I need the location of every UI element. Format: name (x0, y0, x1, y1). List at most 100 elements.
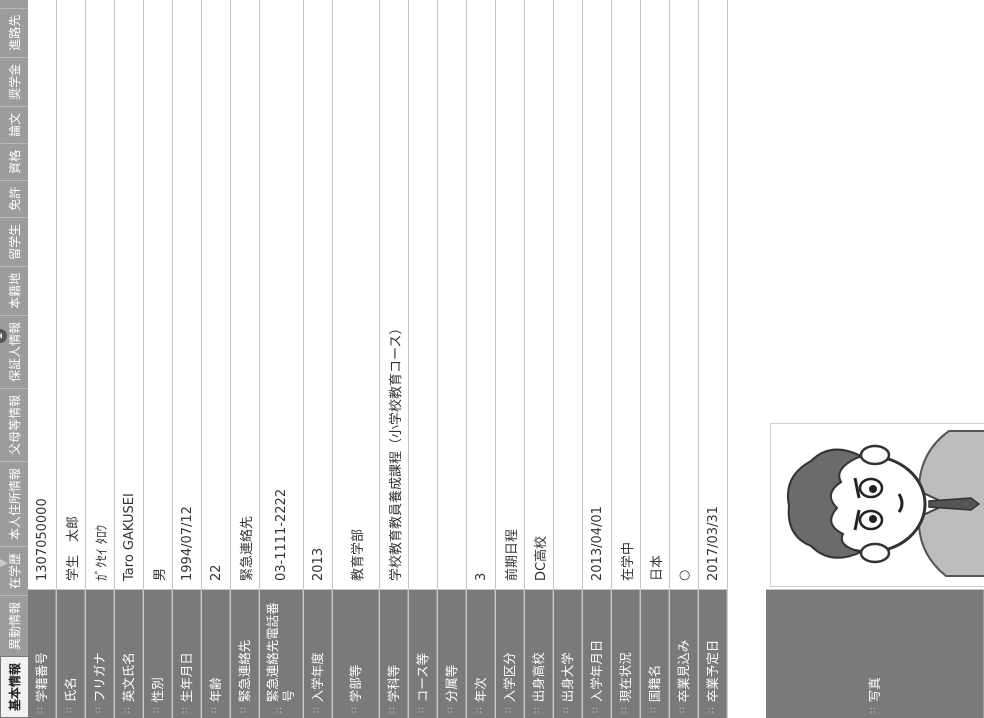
table-row: ∷ 卒業予定日 2017/03/31 (699, 0, 728, 718)
drag-handle-icon[interactable]: ∷ (445, 708, 456, 713)
row-label: ∷ 学科等 (380, 590, 408, 718)
row-value: 教育学部 (333, 0, 379, 590)
drag-handle-icon[interactable]: ∷ (590, 708, 601, 713)
table-row: ∷ 緊急連絡先電話番号 03-1111-2222 (260, 0, 304, 718)
drag-handle-icon[interactable]: ∷ (503, 708, 514, 713)
table-row: ∷ 年次 3 (467, 0, 496, 718)
row-label-text: 出身大学 (559, 652, 575, 703)
row-label-text: 学部等 (347, 664, 363, 703)
table-row: ∷ 国籍名 日本 (641, 0, 670, 718)
row-value: 2017/03/31 (699, 0, 727, 590)
photo-label: 写真 (866, 677, 882, 703)
table-row: ∷ 学科等 学校教育教員養成課程（小学校教育コース） (380, 0, 409, 718)
tab-license[interactable]: 免許 (0, 179, 28, 217)
tab-address-info[interactable]: 本人住所情報 (0, 460, 28, 546)
drag-handle-icon[interactable]: ∷ (151, 708, 162, 713)
drag-handle-icon[interactable]: ∷ (93, 708, 104, 713)
row-label: ∷ 年次 (467, 590, 495, 718)
table-row: ∷ 入学区分 前期日程 (496, 0, 525, 718)
drag-handle-icon[interactable]: ∷ (868, 708, 879, 713)
drag-handle-icon[interactable]: ∷ (209, 708, 220, 713)
row-label: ∷ フリガナ (86, 590, 114, 718)
row-value: 1307050000 (28, 0, 56, 590)
drag-handle-icon[interactable]: ∷ (648, 708, 659, 713)
row-label: ∷ 英文氏名 (115, 590, 143, 718)
tab-guarantor-info[interactable]: 保証人情報 (0, 314, 28, 388)
drag-handle-icon[interactable]: ∷ (416, 708, 427, 713)
row-label-text: 緊急連絡先 (236, 639, 252, 703)
drag-handle-icon[interactable]: ∷ (238, 708, 249, 713)
table-row: ∷ 学籍番号 1307050000 (28, 0, 57, 718)
drag-handle-icon[interactable]: ∷ (311, 708, 322, 713)
row-label: ∷ 緊急連絡先電話番号 (260, 590, 303, 718)
drag-handle-icon[interactable]: ∷ (180, 708, 191, 713)
row-label: ∷ 年齢 (202, 590, 230, 718)
row-value: 緊急連絡先 (231, 0, 259, 590)
photo-cell (766, 0, 984, 590)
row-label-text: 学科等 (385, 664, 401, 703)
row-label-text: 学籍番号 (33, 652, 49, 703)
info-table: ∷ 学籍番号 1307050000 ∷ 氏名 学生 太郎 ∷ フリガナ ｶﾞｸｾｲ ﾀﾛｳ ∷ 英文… (28, 0, 728, 718)
tab-thesis[interactable]: 論文 (0, 105, 28, 143)
drag-handle-icon[interactable]: ∷ (619, 708, 630, 713)
table-row: ∷ 年齢 22 (202, 0, 231, 718)
tab-transfer-info[interactable]: 異動情報 (0, 594, 28, 656)
row-label-text: 生年月日 (178, 652, 194, 703)
row-label: ∷ 出身高校 (525, 590, 553, 718)
row-label: ∷ 緊急連絡先 (231, 590, 259, 718)
row-label: ∷ 国籍名 (641, 590, 669, 718)
table-row: ∷ 入学年月日 2013/04/01 (583, 0, 612, 718)
table-row: ∷ コース等 (409, 0, 438, 718)
tab-parent-info[interactable]: 父母等情報 (0, 387, 28, 461)
drag-handle-icon[interactable]: ∷ (532, 708, 543, 713)
drag-handle-icon[interactable]: ∷ (275, 708, 286, 713)
row-label: ∷ 入学年度 (304, 590, 332, 718)
row-label-text: 国籍名 (646, 664, 662, 703)
table-row: ∷ 生年月日 1994/07/12 (173, 0, 202, 718)
row-value: 03-1111-2222 (260, 0, 303, 590)
row-value (409, 0, 437, 590)
tab-international-student[interactable]: 留学生 (0, 216, 28, 266)
row-label: ∷ 氏名 (57, 590, 85, 718)
table-row: ∷ 卒業見込み ○ (670, 0, 699, 718)
row-value: ｶﾞｸｾｲ ﾀﾛｳ (86, 0, 114, 590)
tab-basic-info[interactable]: 基本情報 (0, 655, 28, 718)
row-value: 在学中 (612, 0, 640, 590)
row-label-text: 氏名 (62, 677, 78, 703)
drag-handle-icon[interactable]: ∷ (64, 708, 75, 713)
row-value: 学校教育教員養成課程（小学校教育コース） (380, 0, 408, 590)
row-value: 男 (144, 0, 172, 590)
row-label: ∷ 学部等 (333, 590, 379, 718)
row-value: DC高校 (525, 0, 553, 590)
table-row: ∷ 現在状況 在学中 (612, 0, 641, 718)
drag-handle-icon[interactable]: ∷ (706, 708, 717, 713)
table-row: ∷ 英文氏名 Taro GAKUSEI (115, 0, 144, 718)
drag-handle-icon[interactable]: ∷ (561, 708, 572, 713)
tab-career-path[interactable]: 進路先 (0, 7, 28, 57)
row-label-text: 入学区分 (501, 652, 517, 703)
row-value (554, 0, 582, 590)
drag-handle-icon[interactable]: ∷ (387, 708, 398, 713)
table-row: ∷ 氏名 学生 太郎 (57, 0, 86, 718)
drag-handle-icon[interactable]: ∷ (677, 708, 688, 713)
row-value: 2013/04/01 (583, 0, 611, 590)
row-value: 前期日程 (496, 0, 524, 590)
table-row: ∷ 学部等 教育学部 (333, 0, 380, 718)
row-label: ∷ コース等 (409, 590, 437, 718)
row-label-text: フリガナ (91, 652, 107, 703)
drag-handle-icon[interactable]: ∷ (349, 708, 360, 713)
tab-scholarship[interactable]: 奨学金 (0, 56, 28, 106)
tab-registered-domicile[interactable]: 本籍地 (0, 265, 28, 315)
table-row: ∷ 入学年度 2013 (304, 0, 333, 718)
row-label-text: 卒業見込み (675, 639, 691, 703)
tab-qualification[interactable]: 資格 (0, 142, 28, 180)
arrow-icon: ▼ (0, 556, 11, 570)
tab-school-history[interactable]: 在学歴 (0, 545, 28, 595)
drag-handle-icon[interactable]: ∷ (122, 708, 133, 713)
table-row: ∷ 出身大学 (554, 0, 583, 718)
drag-handle-icon[interactable]: ∷ (474, 708, 485, 713)
row-value: 1994/07/12 (173, 0, 201, 590)
row-label-text: 卒業予定日 (704, 639, 720, 703)
drag-handle-icon[interactable]: ∷ (35, 708, 46, 713)
